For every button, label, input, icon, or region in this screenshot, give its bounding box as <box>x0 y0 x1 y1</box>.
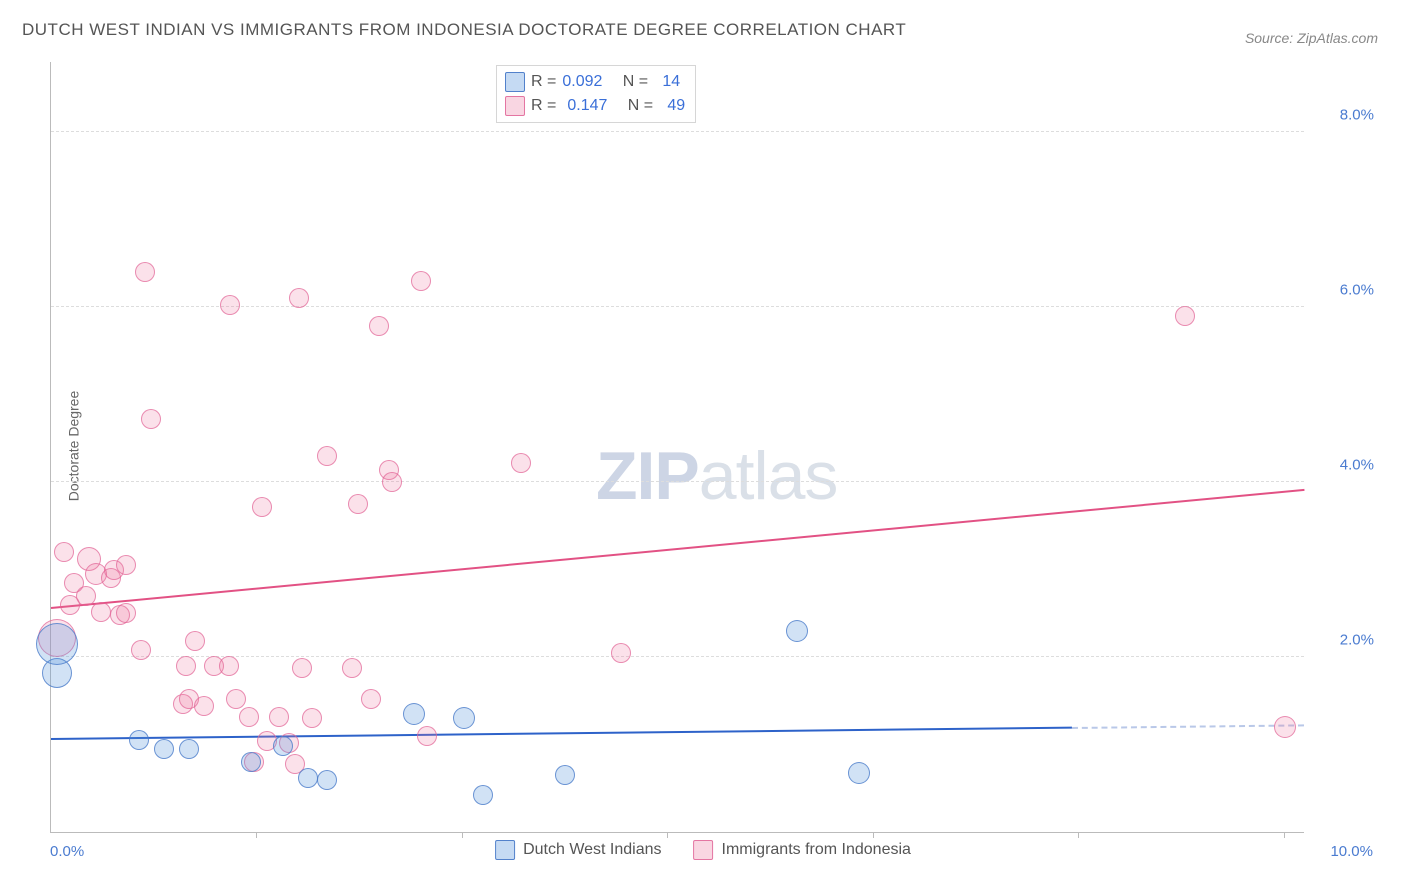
data-point <box>361 689 381 709</box>
data-point <box>76 586 96 606</box>
data-point <box>511 453 531 473</box>
data-point <box>317 770 337 790</box>
data-point <box>185 631 205 651</box>
trend-line <box>51 727 1072 740</box>
data-point <box>417 726 437 746</box>
source-name: ZipAtlas.com <box>1297 30 1378 46</box>
scatter-plot-area: R = 0.092 N = 14 R = 0.147 N = 49 ZIPatl… <box>50 62 1304 833</box>
data-point <box>131 640 151 660</box>
n-label: N = <box>623 97 653 115</box>
data-point <box>403 703 425 725</box>
stats-legend-box: R = 0.092 N = 14 R = 0.147 N = 49 <box>496 65 696 123</box>
data-point <box>154 739 174 759</box>
gridline <box>51 481 1304 482</box>
data-point <box>220 295 240 315</box>
data-point <box>611 643 631 663</box>
data-point <box>369 316 389 336</box>
data-point <box>848 762 870 784</box>
data-point <box>1175 306 1195 326</box>
legend-label-pink: Immigrants from Indonesia <box>722 841 911 859</box>
data-point <box>289 288 309 308</box>
y-tick-label: 6.0% <box>1314 282 1374 299</box>
r-value-blue: 0.092 <box>562 73 612 91</box>
trend-line <box>1072 724 1304 729</box>
data-point <box>54 542 74 562</box>
data-point <box>141 409 161 429</box>
gridline <box>51 656 1304 657</box>
stats-row-blue: R = 0.092 N = 14 <box>505 70 685 94</box>
x-axis-min-label: 0.0% <box>50 843 84 860</box>
y-tick-label: 8.0% <box>1314 107 1374 124</box>
y-tick-label: 2.0% <box>1314 632 1374 649</box>
data-point <box>226 689 246 709</box>
bottom-legend: Dutch West Indians Immigrants from Indon… <box>495 840 911 860</box>
data-point <box>91 602 111 622</box>
n-value-blue: 14 <box>654 73 680 91</box>
data-point <box>176 656 196 676</box>
data-point <box>241 752 261 772</box>
x-tick-mark <box>462 832 463 838</box>
r-label: R = <box>531 73 556 91</box>
data-point <box>786 620 808 642</box>
r-value-pink: 0.147 <box>562 97 617 115</box>
data-point <box>342 658 362 678</box>
data-point <box>298 768 318 788</box>
source-prefix: Source: <box>1245 30 1297 46</box>
chart-title: DUTCH WEST INDIAN VS IMMIGRANTS FROM IND… <box>22 20 906 40</box>
x-tick-mark <box>1284 832 1285 838</box>
data-point <box>302 708 322 728</box>
swatch-blue-icon <box>505 72 525 92</box>
data-point <box>453 707 475 729</box>
swatch-blue-icon <box>495 840 515 860</box>
watermark-bold: ZIP <box>596 438 699 514</box>
data-point <box>194 696 214 716</box>
data-point <box>116 603 136 623</box>
data-point <box>1274 716 1296 738</box>
legend-item-pink: Immigrants from Indonesia <box>694 840 911 860</box>
x-tick-mark <box>873 832 874 838</box>
data-point <box>411 271 431 291</box>
data-point <box>292 658 312 678</box>
watermark-rest: atlas <box>699 438 838 514</box>
n-label: N = <box>618 73 648 91</box>
x-tick-mark <box>256 832 257 838</box>
trend-line <box>51 489 1304 609</box>
r-label: R = <box>531 97 556 115</box>
data-point <box>129 730 149 750</box>
n-value-pink: 49 <box>659 97 685 115</box>
x-axis-max-label: 10.0% <box>1330 843 1373 860</box>
data-point <box>317 446 337 466</box>
data-point <box>36 623 78 665</box>
x-tick-mark <box>667 832 668 838</box>
x-tick-mark <box>1078 832 1079 838</box>
data-point <box>555 765 575 785</box>
stats-row-pink: R = 0.147 N = 49 <box>505 94 685 118</box>
gridline <box>51 131 1304 132</box>
data-point <box>116 555 136 575</box>
data-point <box>273 736 293 756</box>
legend-label-blue: Dutch West Indians <box>523 841 661 859</box>
swatch-pink-icon <box>505 96 525 116</box>
swatch-pink-icon <box>694 840 714 860</box>
data-point <box>252 497 272 517</box>
data-point <box>179 739 199 759</box>
watermark: ZIPatlas <box>596 437 837 515</box>
data-point <box>382 472 402 492</box>
source-credit: Source: ZipAtlas.com <box>1245 30 1378 46</box>
data-point <box>239 707 259 727</box>
data-point <box>135 262 155 282</box>
data-point <box>219 656 239 676</box>
data-point <box>473 785 493 805</box>
data-point <box>348 494 368 514</box>
y-tick-label: 4.0% <box>1314 457 1374 474</box>
data-point <box>269 707 289 727</box>
legend-item-blue: Dutch West Indians <box>495 840 661 860</box>
